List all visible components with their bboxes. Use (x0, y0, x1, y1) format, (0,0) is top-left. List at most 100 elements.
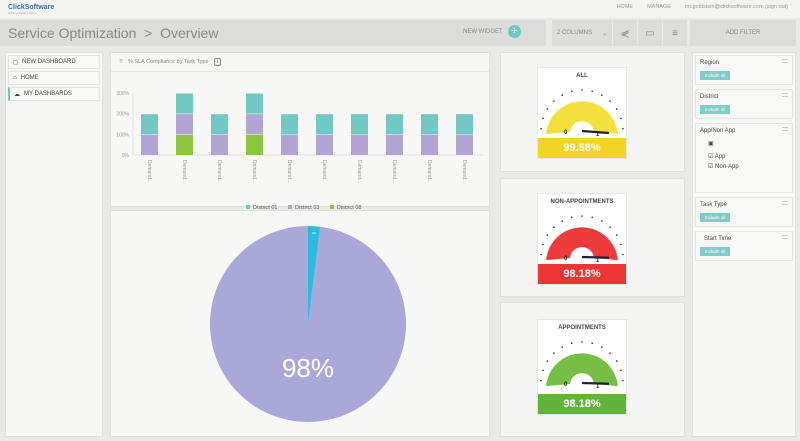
sidebar-item-my-dashboards[interactable]: ☁ MY DASHBARDS (8, 87, 100, 101)
stacked-bar-chart: 0% 100% 200% 300% Demand... Demand... Demand..… (116, 91, 483, 211)
legend-swatch (288, 205, 292, 209)
gauge-tick (561, 220, 564, 222)
sidebar: ◻ NEW DASHBOARD ⌂ HOME ☁ MY DASHBARDS (5, 52, 103, 437)
non-app-checkbox[interactable]: ☑ Non-App (708, 164, 739, 170)
bar-segment (176, 134, 193, 155)
menu-icon[interactable]: ≡ (663, 20, 687, 46)
user-signout-link[interactable]: mr.goldstein@clicksoftware.com (sign out… (684, 4, 788, 10)
filter-menu-icon[interactable] (782, 127, 788, 131)
filter-menu-icon[interactable] (782, 201, 788, 205)
gauge-tick (542, 369, 544, 372)
x-tick-label: Demand... (426, 160, 432, 183)
select-all-checkbox[interactable]: ▣ (708, 141, 714, 147)
bar-segment (421, 134, 438, 155)
gauge-arc (546, 101, 618, 135)
gauge-tick (553, 352, 555, 354)
bar-segment (456, 134, 473, 155)
filter-start-time: Start Time Include all (695, 231, 793, 261)
cloud-icon: ☁ (14, 91, 20, 98)
gauge-value: 98.18% (538, 264, 626, 284)
include-all-button[interactable]: Include all (700, 105, 731, 114)
share-icon[interactable]: ⋞ (613, 20, 637, 46)
include-all-button[interactable]: Include all (700, 213, 731, 222)
gauge-tick (546, 360, 549, 362)
filter-district: District Include all (695, 89, 793, 119)
bar-segment (281, 114, 298, 135)
add-widget-plus-icon[interactable]: + (508, 25, 521, 38)
x-tick-label: Demand... (216, 160, 222, 183)
bar-segment (281, 134, 298, 155)
new-doc-icon: ◻ (13, 59, 18, 66)
gauge-title: NON-APPOINTMENTS (550, 199, 614, 205)
filter-menu-icon[interactable] (782, 235, 788, 239)
bar-segment (351, 134, 368, 155)
gauge-tick (581, 215, 583, 217)
manage-link[interactable]: MANAGE (647, 4, 671, 10)
gauge-tick (609, 100, 611, 102)
home-icon: ⌂ (13, 75, 17, 81)
pie-chart: 98% 2% (210, 226, 406, 422)
monitor-icon[interactable]: ▭ (638, 20, 662, 46)
legend-swatch (330, 205, 334, 209)
gauge-tick (622, 253, 624, 256)
gauge-title: APPOINTMENTS (558, 325, 606, 331)
x-tick-label: Demand... (391, 160, 397, 183)
gauge-tick (581, 89, 583, 91)
gauge-min: 0 (564, 256, 568, 262)
gauge-tick (591, 90, 594, 93)
home-link[interactable]: HOME (616, 4, 634, 10)
gauge-tick (622, 127, 624, 130)
gauge-min: 0 (564, 130, 568, 136)
gauge-tick (620, 243, 622, 246)
gauge-tick (615, 234, 618, 236)
bar-segment (456, 114, 473, 135)
add-filter-button[interactable]: ADD FILTER (690, 20, 796, 46)
x-tick-label: Demand... (181, 160, 187, 183)
gauge-tick (570, 342, 573, 345)
gauge-needle (581, 129, 610, 135)
gauge-tick (600, 346, 603, 348)
top-bar: ClickSoftware Getting Service Done HOME M… (0, 0, 800, 18)
gauge-tick (600, 220, 603, 222)
gauge-tick (540, 127, 542, 130)
gauge-max: 1 (596, 384, 600, 389)
new-widget-button[interactable]: NEW WIDGET (463, 29, 503, 35)
app-checkbox[interactable]: ☑ App (708, 154, 726, 160)
bar-segment (141, 134, 158, 155)
bar-segment (141, 114, 158, 135)
y-tick-label: 0% (122, 153, 130, 159)
bar-segment (386, 134, 403, 155)
gauge-tick (546, 108, 549, 110)
gauge-arc (546, 353, 618, 387)
bar-segment (176, 114, 193, 135)
title-bar: Service Optimization > Overview NEW WIDG… (0, 20, 546, 46)
gauge-tick (591, 342, 594, 345)
y-tick-label: 300% (116, 91, 129, 97)
gauge-tick (622, 379, 624, 382)
gauge-tick (540, 253, 542, 256)
gauge-tick (570, 216, 573, 219)
include-all-button[interactable]: Include all (700, 71, 731, 80)
filters-panel: Region Include all District Include all Ap… (692, 52, 796, 437)
widget-title: % SLA Compliance by Task Type (128, 59, 209, 65)
columns-dropdown[interactable]: 2 COLUMNS ⌄ (552, 20, 612, 46)
filter-menu-icon[interactable] (782, 59, 788, 63)
bar-segment (386, 114, 403, 135)
bar-segment (316, 114, 333, 135)
sidebar-item-new-dashboard[interactable]: ◻ NEW DASHBOARD (8, 55, 100, 69)
drag-icon[interactable]: ⠿ (119, 59, 124, 65)
gauge-tick (553, 226, 555, 228)
gauge-panel-appointments: APPOINTMENTS 0 1 98.18% (500, 302, 685, 437)
sla-bar-chart-widget: ⠿ % SLA Compliance by Task Type i 0% 100% 2… (110, 52, 490, 211)
gauge-tick (620, 117, 622, 120)
pie-slice (210, 226, 406, 422)
gauge-tick (542, 117, 544, 120)
gauge-tick (615, 108, 618, 110)
filter-menu-icon[interactable] (782, 93, 788, 97)
y-tick-label: 100% (116, 132, 129, 138)
sidebar-item-home[interactable]: ⌂ HOME (8, 71, 100, 85)
info-icon[interactable]: i (213, 58, 222, 66)
include-all-button[interactable]: Include all (700, 247, 731, 256)
gauge-tick (615, 360, 618, 362)
